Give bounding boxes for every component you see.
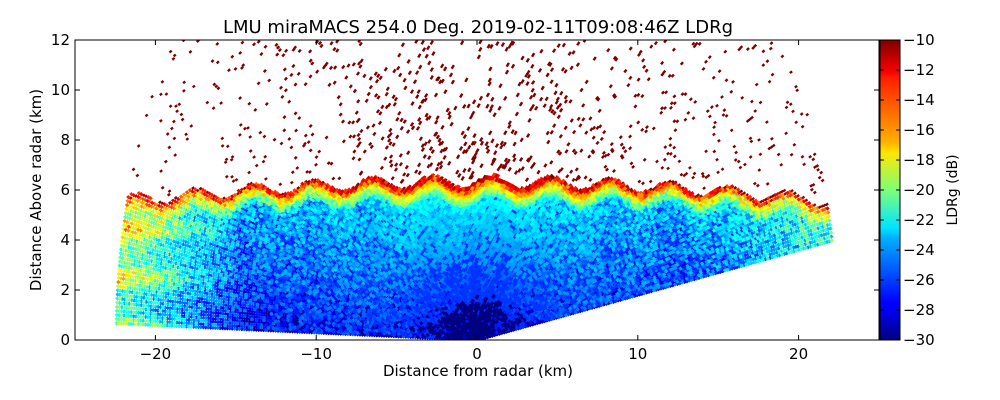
y-axis: 0 2 4 6 8 10 12 — [51, 31, 879, 349]
y-tick-label: 6 — [60, 181, 70, 199]
ldr-bin-m13 — [126, 173, 810, 207]
y-tick-label: 10 — [51, 81, 70, 99]
colorbar-label: LDRg (dB) — [945, 154, 961, 225]
chart-title: LMU miraMACS 254.0 Deg. 2019-02-11T09:08… — [223, 17, 733, 38]
x-axis-label: Distance from radar (km) — [383, 362, 573, 380]
colorbar-tick-label: −12 — [903, 61, 935, 79]
y-tick-label: 12 — [51, 31, 70, 49]
x-tick-label: 10 — [628, 345, 647, 363]
colorbar-ticks: −30 −28 −26 −24 −22 −20 −18 −16 −14 −12 −10 — [880, 31, 935, 349]
y-tick-label: 2 — [60, 281, 70, 299]
colorbar-tick-label: −10 — [903, 31, 935, 49]
colorbar-tick-label: −26 — [903, 271, 935, 289]
ldr-data-layer — [114, 40, 835, 340]
y-tick-label: 4 — [60, 231, 70, 249]
y-tick-label: 0 — [60, 331, 70, 349]
y-axis-label: Distance Above radar (km) — [27, 89, 45, 291]
colorbar-tick-label: −18 — [903, 151, 935, 169]
colorbar-tick-label: −30 — [903, 331, 935, 349]
x-tick-label: 20 — [789, 345, 808, 363]
ldr-bin-m15.5 — [121, 175, 785, 282]
ldr-bin-m9 — [159, 40, 822, 202]
ldr-bin-m22.5 — [115, 186, 827, 329]
colorbar-tick-label: −24 — [903, 241, 935, 259]
x-tick-label: 0 — [472, 345, 482, 363]
x-tick-label: −20 — [140, 345, 172, 363]
ldr-bin-m8.5 — [144, 40, 820, 188]
colorbar-tick-label: −28 — [903, 301, 935, 319]
colorbar-tick-label: −22 — [903, 211, 935, 229]
y-tick-label: 8 — [60, 131, 70, 149]
colorbar-tick-label: −20 — [903, 181, 935, 199]
x-tick-label: −10 — [300, 345, 332, 363]
x-axis: −20 −10 0 10 20 — [140, 40, 808, 363]
colorbar-tick-label: −14 — [903, 91, 935, 109]
colorbar-tick-label: −16 — [903, 121, 935, 139]
ldr-bin-m11.5 — [134, 173, 782, 203]
